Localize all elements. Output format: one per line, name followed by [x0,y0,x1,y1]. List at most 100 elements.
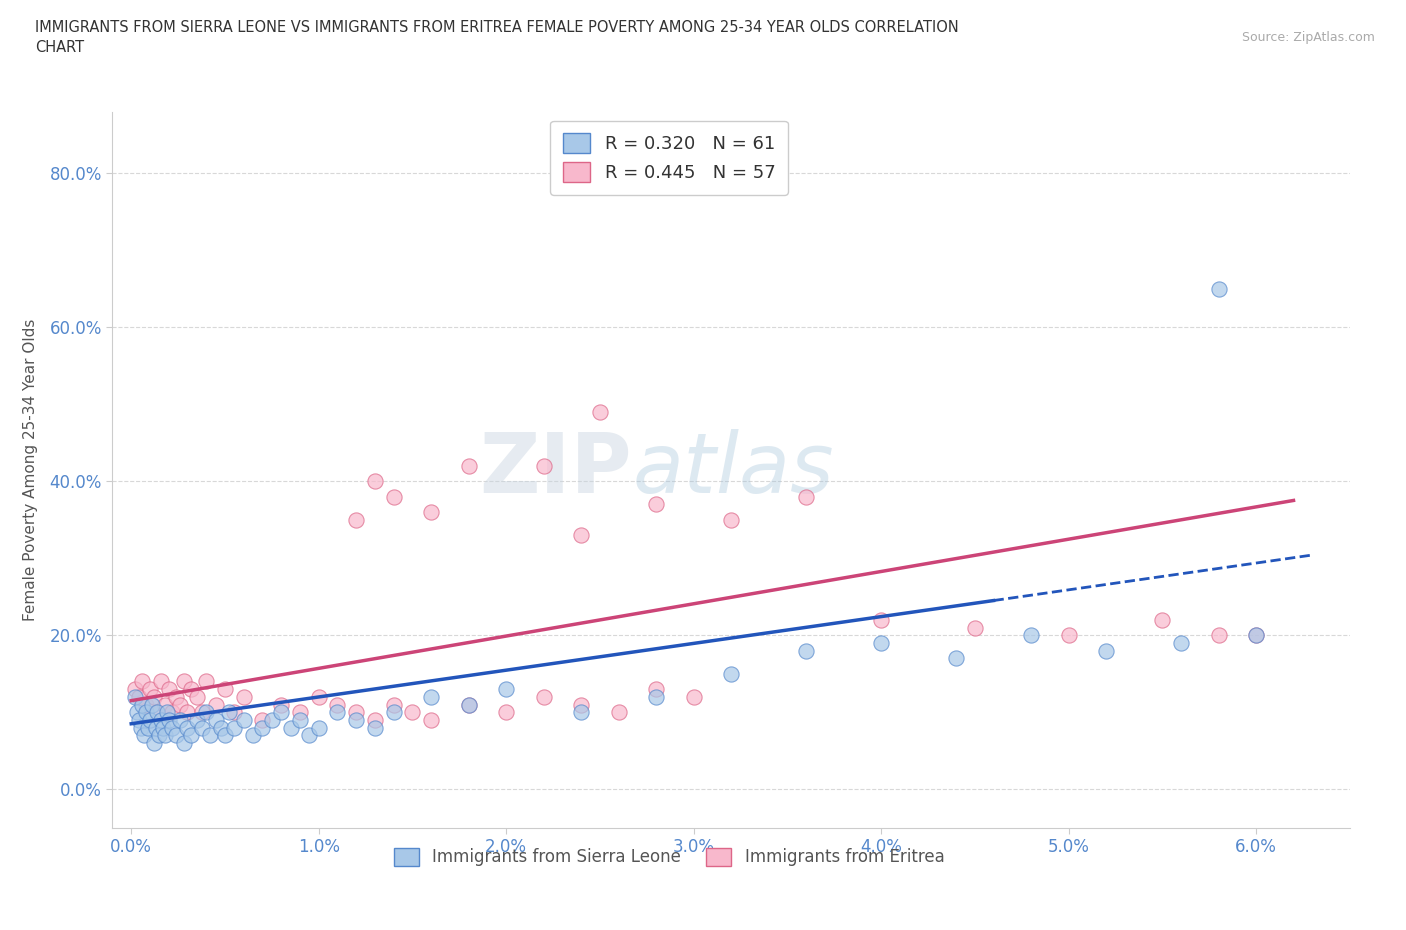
Point [569,527,592,542]
Point [420,689,443,704]
Text: atlas: atlas [633,429,834,511]
Point [420,712,443,727]
Point [125,705,148,720]
Point [288,705,311,720]
Point [152,720,174,735]
Point [224,720,246,735]
Point [1244,628,1267,643]
Point [280,720,302,735]
Point [533,458,555,473]
Point [141,698,163,712]
Point [364,712,387,727]
Point [645,682,668,697]
Point [162,720,184,735]
Point [204,698,226,712]
Point [186,689,208,704]
Point [124,689,146,704]
Point [146,705,169,720]
Point [794,489,817,504]
Point [270,698,292,712]
Point [134,728,156,743]
Point [382,698,405,712]
Point [589,405,612,419]
Point [128,712,150,727]
Point [204,712,226,727]
Point [156,705,179,720]
Point [148,728,170,743]
Point [457,698,479,712]
Text: Source: ZipAtlas.com: Source: ZipAtlas.com [1241,31,1375,44]
Point [382,489,405,504]
Point [176,705,198,720]
Point [136,720,159,735]
Point [569,705,592,720]
Point [198,728,221,743]
Point [124,682,146,697]
Point [195,674,218,689]
Point [344,712,367,727]
Point [173,674,195,689]
Point [157,682,180,697]
Point [139,712,162,727]
Point [252,712,274,727]
Point [260,712,283,727]
Point [1170,635,1192,650]
Point [420,505,443,520]
Point [495,682,517,697]
Point [1152,612,1174,627]
Point [401,705,423,720]
Point [165,728,187,743]
Point [645,689,668,704]
Point [645,497,668,512]
Point [173,736,195,751]
Point [145,720,167,735]
Point [209,720,232,735]
Point [146,705,169,720]
Point [270,705,292,720]
Point [162,705,184,720]
Point [214,728,236,743]
Point [153,698,176,712]
Point [135,705,157,720]
Point [344,512,367,527]
Point [308,689,330,704]
Point [142,689,165,704]
Point [195,705,218,720]
Point [169,712,191,727]
Point [1095,644,1118,658]
Point [870,635,893,650]
Point [569,698,592,712]
Point [129,720,152,735]
Point [382,705,405,720]
Point [288,712,311,727]
Point [157,712,180,727]
Point [607,705,630,720]
Point [150,674,173,689]
Point [165,689,187,704]
Point [963,620,986,635]
Text: ZIP: ZIP [479,429,633,511]
Point [128,689,150,704]
Point [169,698,191,712]
Point [150,712,173,727]
Point [1208,281,1230,296]
Point [457,698,479,712]
Text: IMMIGRANTS FROM SIERRA LEONE VS IMMIGRANTS FROM ERITREA FEMALE POVERTY AMONG 25-: IMMIGRANTS FROM SIERRA LEONE VS IMMIGRAN… [35,20,959,35]
Legend: Immigrants from Sierra Leone, Immigrants from Eritrea: Immigrants from Sierra Leone, Immigrants… [388,841,950,873]
Point [131,698,153,712]
Point [180,682,202,697]
Y-axis label: Female Poverty Among 25-34 Year Olds: Female Poverty Among 25-34 Year Olds [24,318,38,621]
Point [495,705,517,720]
Point [1208,628,1230,643]
Point [364,720,387,735]
Point [1244,628,1267,643]
Point [232,712,254,727]
Point [180,728,202,743]
Point [135,698,157,712]
Point [1057,628,1080,643]
Point [176,720,198,735]
Point [131,674,153,689]
Point [218,705,240,720]
Point [252,720,274,735]
Point [298,728,321,743]
